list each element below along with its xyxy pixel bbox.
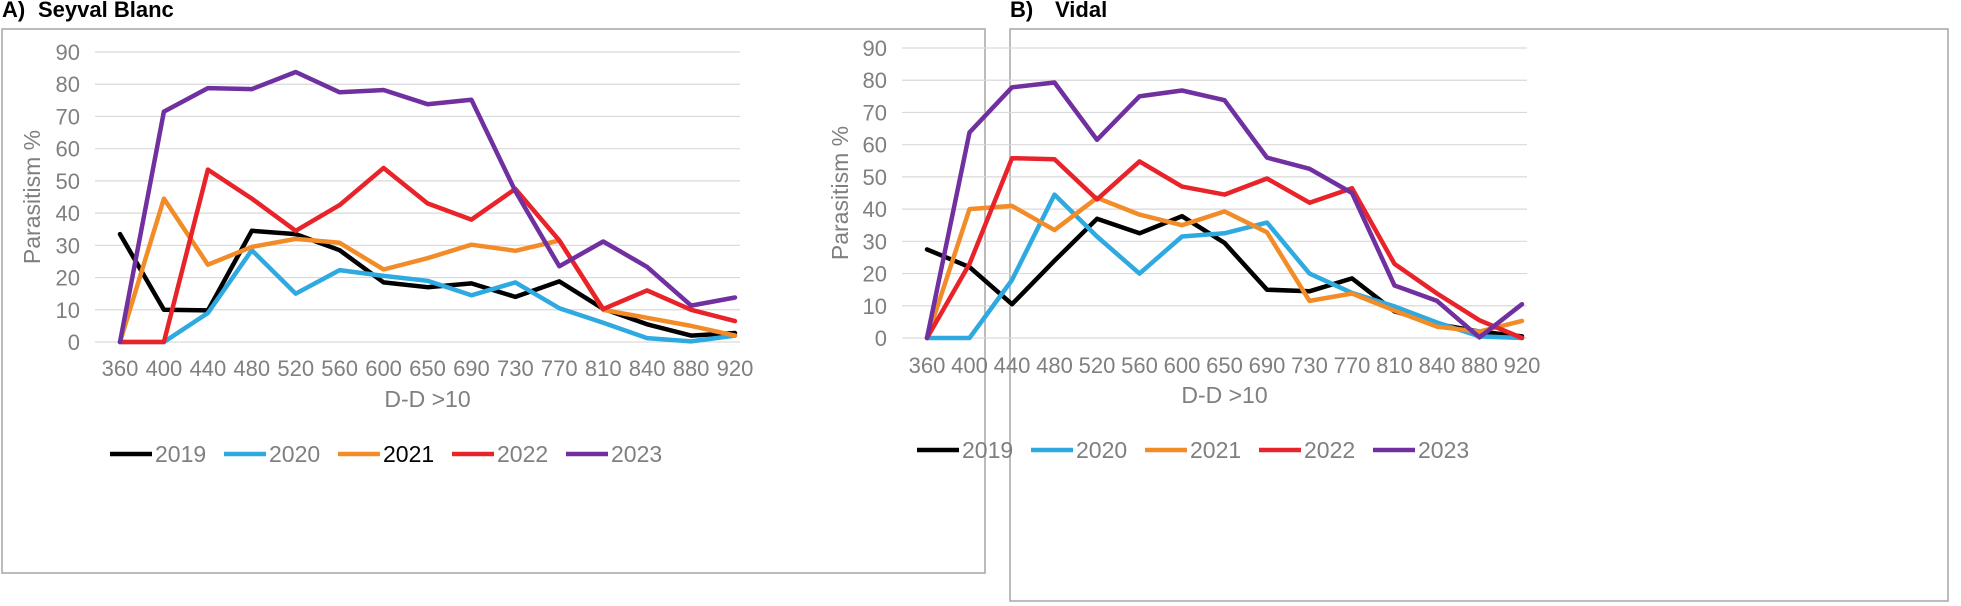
x-tick-label: 690 — [1249, 353, 1286, 378]
x-tick-label: 770 — [541, 356, 578, 381]
y-tick-label: 80 — [56, 72, 80, 97]
x-tick-label: 880 — [1461, 353, 1498, 378]
series-line-2023 — [117, 69, 738, 345]
x-tick-label: 560 — [321, 356, 358, 381]
legend-label-2019: 2019 — [155, 441, 206, 467]
x-tick-label: 360 — [909, 353, 946, 378]
y-tick-label: 40 — [863, 197, 887, 222]
legend-label-2019: 2019 — [962, 437, 1013, 463]
x-tick-label: 440 — [994, 353, 1031, 378]
legend: 2019 2020 2021 2022 2023 — [917, 437, 1469, 463]
chart-frame — [1, 28, 986, 574]
legend-label-2021: 2021 — [1190, 437, 1241, 463]
legend-label-2020: 2020 — [1076, 437, 1127, 463]
series-line-2021 — [117, 196, 738, 345]
x-tick-label: 480 — [233, 356, 270, 381]
x-tick-label: 920 — [1504, 353, 1541, 378]
x-tick-label: 690 — [453, 356, 490, 381]
y-tick-label: 20 — [863, 262, 887, 287]
x-tick-label: 650 — [409, 356, 446, 381]
x-tick-label: 730 — [497, 356, 534, 381]
series-line-2023 — [924, 80, 1525, 341]
legend-label-2022: 2022 — [1304, 437, 1355, 463]
x-tick-label: 360 — [102, 356, 139, 381]
y-tick-label: 70 — [863, 100, 887, 125]
y-tick-label: 40 — [56, 201, 80, 226]
series-line-2020 — [117, 247, 738, 345]
chart-title: Vidal — [1055, 0, 1107, 22]
x-tick-label: 880 — [673, 356, 710, 381]
y-tick-label: 80 — [863, 68, 887, 93]
y-tick-label: 0 — [68, 330, 80, 355]
series-line-2022 — [924, 155, 1525, 341]
y-axis-title: Parasitism % — [827, 126, 853, 260]
legend-label-2021: 2021 — [383, 441, 434, 467]
x-tick-label: 730 — [1291, 353, 1328, 378]
x-tick-label: 560 — [1121, 353, 1158, 378]
y-tick-label: 60 — [56, 137, 80, 162]
y-tick-label: 90 — [56, 40, 80, 65]
y-tick-label: 50 — [56, 169, 80, 194]
y-tick-label: 30 — [56, 233, 80, 258]
x-tick-label: 480 — [1036, 353, 1073, 378]
x-tick-label: 520 — [1079, 353, 1116, 378]
x-tick-label: 840 — [629, 356, 666, 381]
legend-label-2020: 2020 — [269, 441, 320, 467]
x-tick-label: 810 — [1376, 353, 1413, 378]
legend: 2019 2020 2021 2022 2023 — [110, 441, 662, 467]
chart-panel-b: B) Vidal 0 10 20 30 40 50 60 70 80 90 360 400 440 480 52… — [827, 0, 1949, 602]
x-tick-label: 920 — [717, 356, 754, 381]
y-tick-label: 90 — [863, 36, 887, 61]
series-line-2022 — [117, 165, 738, 345]
legend-label-2023: 2023 — [1418, 437, 1469, 463]
legend-label-2022: 2022 — [497, 441, 548, 467]
x-tick-label: 600 — [1164, 353, 1201, 378]
y-tick-label: 60 — [863, 133, 887, 158]
y-tick-label: 70 — [56, 104, 80, 129]
x-tick-label: 770 — [1334, 353, 1371, 378]
y-tick-label: 30 — [863, 229, 887, 254]
series-line-2019 — [117, 228, 738, 338]
y-axis-title: Parasitism % — [19, 130, 45, 264]
x-tick-label: 840 — [1419, 353, 1456, 378]
series-line-2020 — [924, 192, 1525, 341]
x-tick-label: 600 — [365, 356, 402, 381]
y-tick-label: 50 — [863, 165, 887, 190]
x-axis-title: D-D >10 — [384, 386, 470, 412]
x-tick-label: 440 — [189, 356, 226, 381]
x-tick-label: 650 — [1206, 353, 1243, 378]
x-tick-label: 400 — [146, 356, 183, 381]
legend-label-2023: 2023 — [611, 441, 662, 467]
panel-label: A) — [2, 0, 25, 22]
y-tick-label: 10 — [863, 294, 887, 319]
x-tick-label: 810 — [585, 356, 622, 381]
x-axis-title: D-D >10 — [1181, 382, 1267, 408]
series-line-2021 — [924, 195, 1525, 341]
x-tick-label: 520 — [277, 356, 314, 381]
y-tick-label: 10 — [56, 298, 80, 323]
panel-label: B) — [1010, 0, 1033, 22]
y-tick-label: 0 — [875, 326, 887, 351]
chart-frame — [1009, 28, 1949, 602]
chart-title: Seyval Blanc — [38, 0, 174, 22]
x-tick-label: 400 — [951, 353, 988, 378]
y-tick-label: 20 — [56, 266, 80, 291]
